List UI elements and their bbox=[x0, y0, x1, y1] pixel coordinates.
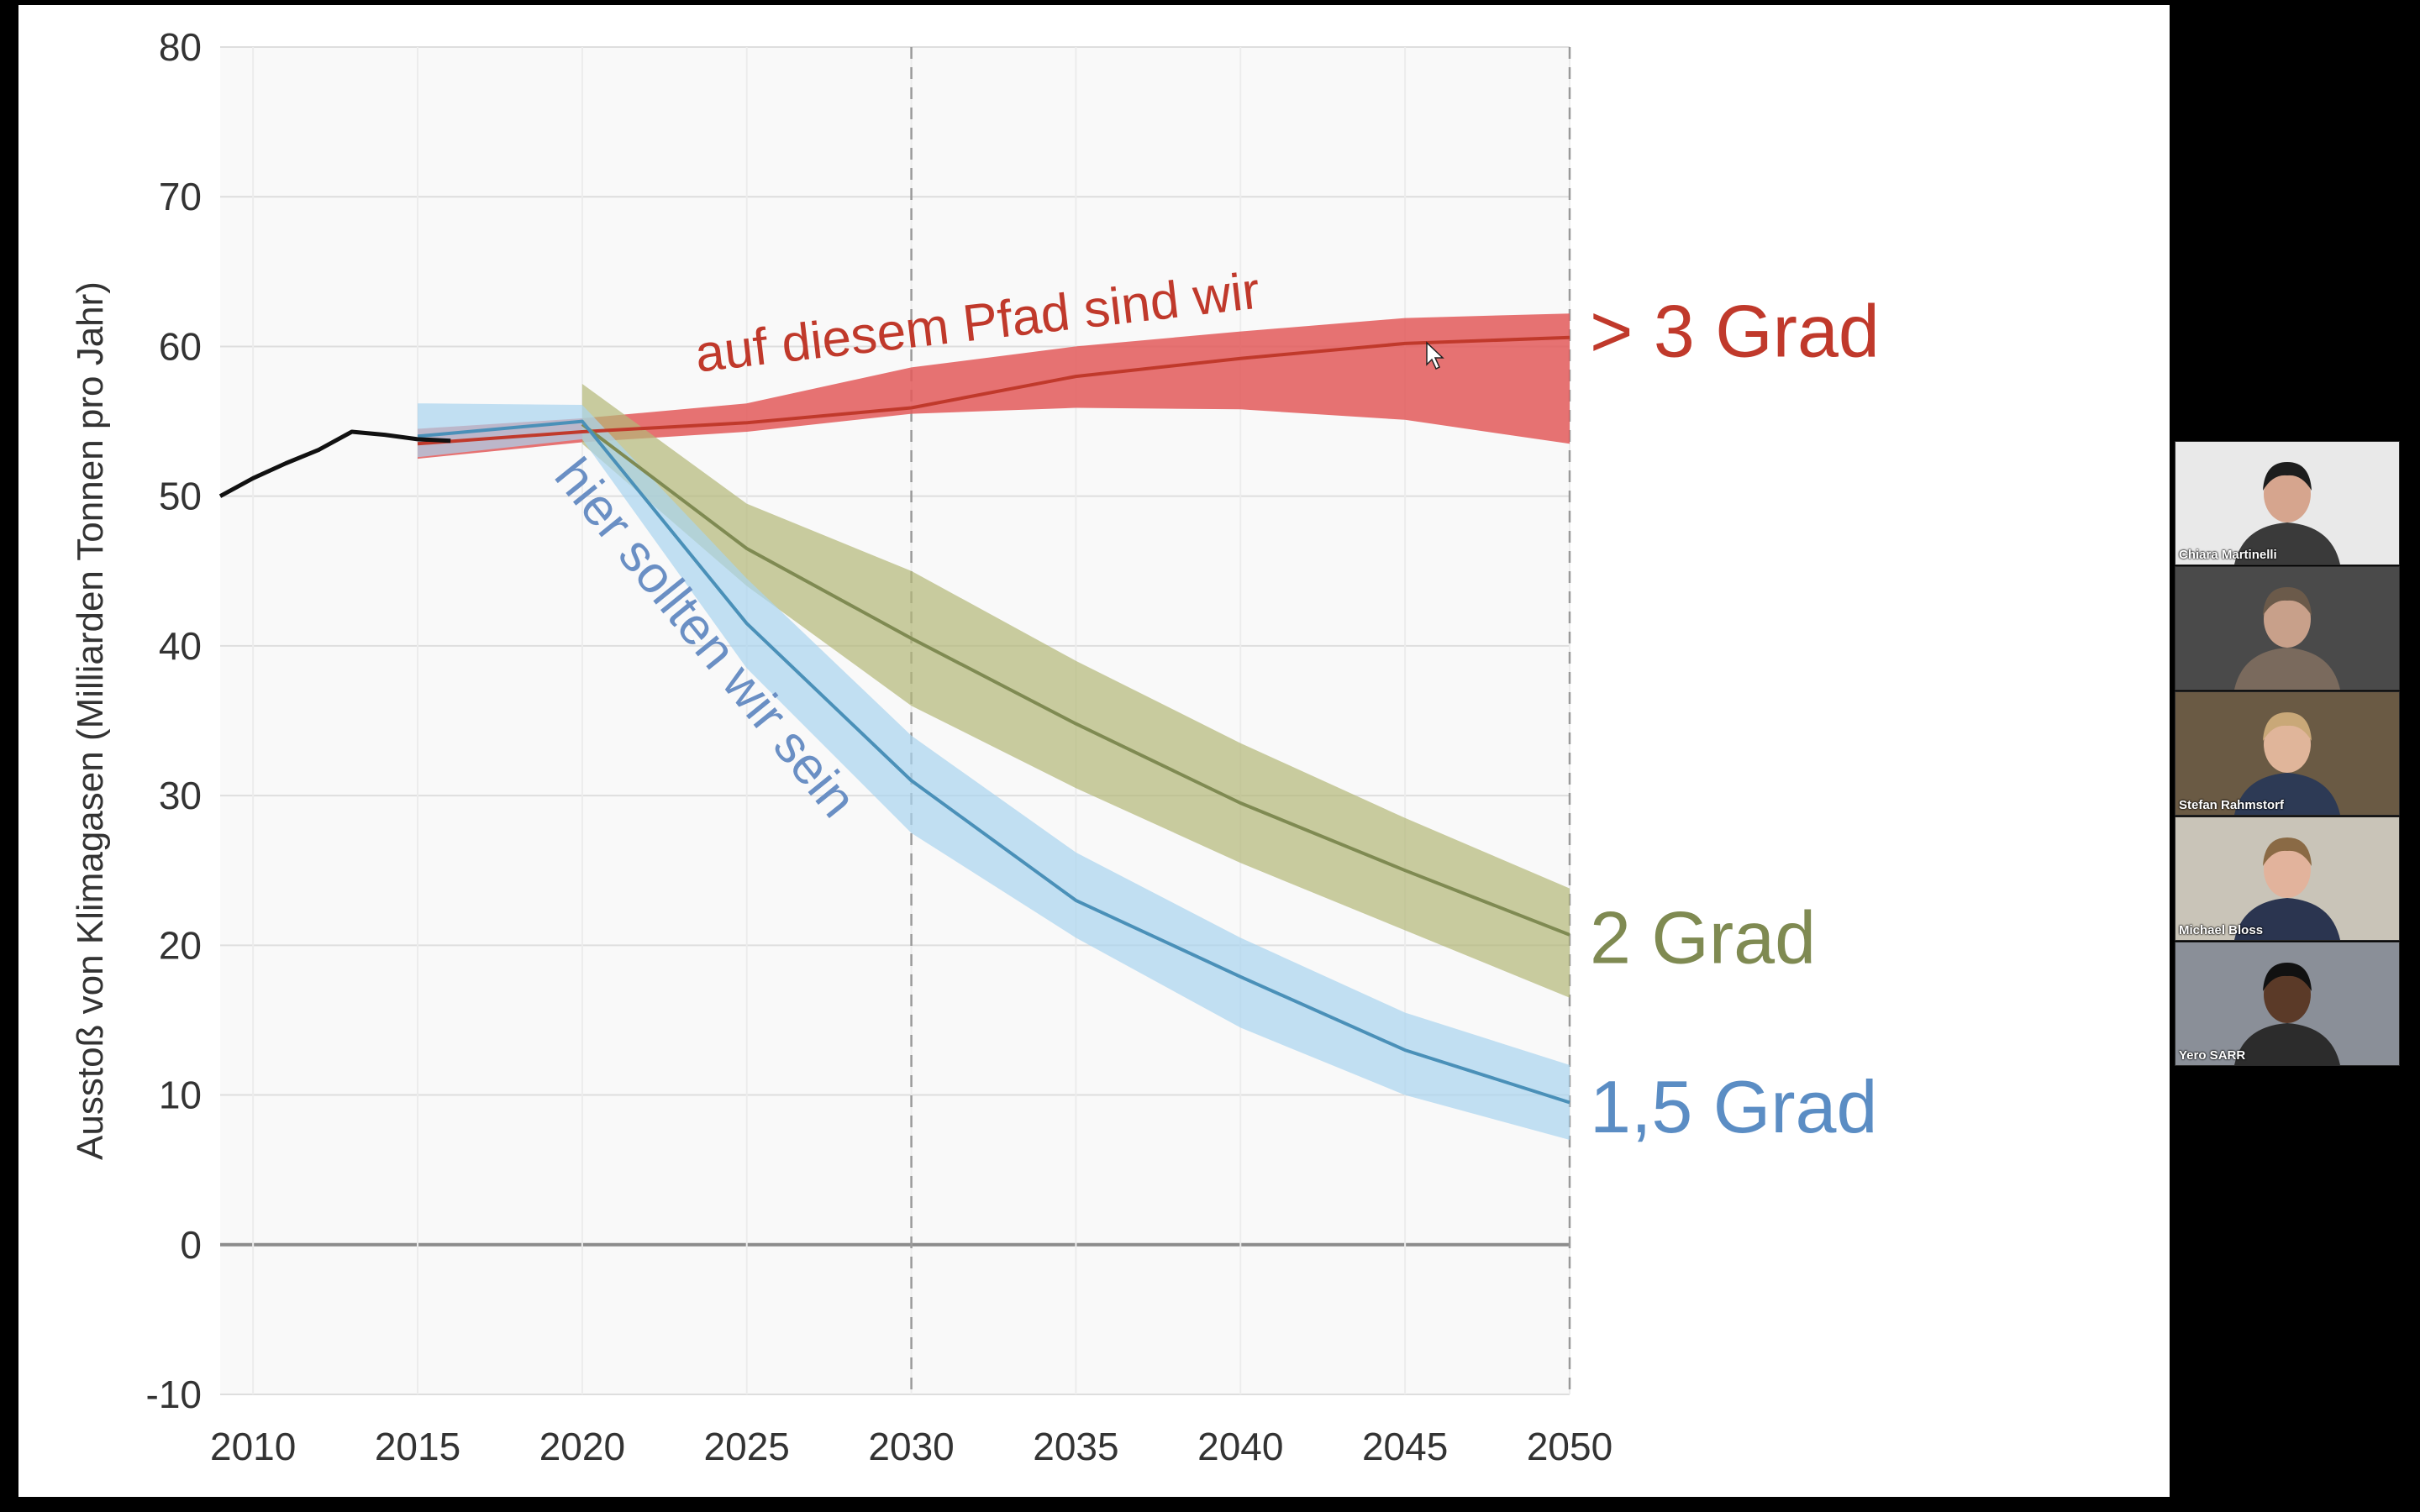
person-head bbox=[2264, 716, 2311, 773]
y-tick-label: 80 bbox=[159, 25, 202, 69]
y-tick-label: 40 bbox=[159, 624, 202, 668]
x-tick-label: 2045 bbox=[1362, 1425, 1448, 1468]
participant-video bbox=[2175, 817, 2399, 940]
x-tick-label: 2020 bbox=[539, 1425, 625, 1468]
participant-video bbox=[2175, 567, 2399, 690]
person-hair bbox=[2263, 963, 2312, 991]
historical-line bbox=[218, 429, 451, 498]
y-tick-label: 0 bbox=[180, 1223, 202, 1267]
participant-name: Chiara Martinelli bbox=[2179, 548, 2277, 562]
participant-tile[interactable]: Stefan Rahmstorf bbox=[2175, 691, 2400, 816]
x-tick-label: 2050 bbox=[1527, 1425, 1612, 1468]
uncertainty-band-red bbox=[418, 313, 1570, 459]
y-tick-label: 20 bbox=[159, 923, 202, 967]
series-line-green bbox=[581, 423, 1570, 937]
participant-tile[interactable]: Michael Bloss bbox=[2175, 816, 2400, 941]
participant-tile[interactable] bbox=[2175, 566, 2400, 690]
scenario-label-red: > 3 Grad bbox=[1590, 290, 1880, 373]
x-tick-label: 2030 bbox=[868, 1425, 954, 1468]
participant-video bbox=[2175, 942, 2399, 1065]
y-tick-label: 50 bbox=[159, 475, 202, 518]
person-head bbox=[2264, 966, 2311, 1023]
person-body bbox=[2234, 522, 2340, 564]
series-line-blue bbox=[417, 419, 1570, 1105]
y-axis-title: Ausstoß von Klimagasen (Milliarden Tonne… bbox=[70, 281, 111, 1160]
y-tick-label: 70 bbox=[159, 175, 202, 218]
x-tick-label: 2025 bbox=[704, 1425, 790, 1468]
person-body bbox=[2234, 898, 2340, 940]
participant-tile[interactable]: Chiara Martinelli bbox=[2175, 441, 2400, 565]
person-body bbox=[2234, 648, 2340, 690]
person-body bbox=[2234, 1023, 2340, 1065]
person-head bbox=[2264, 465, 2311, 522]
person-head bbox=[2264, 591, 2311, 648]
x-tick-label: 2015 bbox=[375, 1425, 460, 1468]
y-tick-label: 10 bbox=[159, 1074, 202, 1117]
y-tick-label: 30 bbox=[159, 774, 202, 817]
uncertainty-band-blue bbox=[418, 403, 1570, 1140]
x-tick-label: 2035 bbox=[1033, 1425, 1118, 1468]
y-tick-label: -10 bbox=[146, 1373, 202, 1416]
participant-name: Yero SARR bbox=[2179, 1048, 2246, 1063]
person-hair bbox=[2263, 837, 2312, 866]
participant-tile[interactable]: Yero SARR bbox=[2175, 942, 2400, 1066]
participant-video bbox=[2175, 692, 2399, 815]
series-line-red bbox=[417, 335, 1570, 446]
participant-name: Michael Bloss bbox=[2179, 923, 2264, 937]
scenario-label-green: 2 Grad bbox=[1590, 895, 1816, 979]
person-body bbox=[2234, 773, 2340, 815]
x-tick-label: 2010 bbox=[210, 1425, 296, 1468]
person-hair bbox=[2263, 462, 2312, 491]
mouse-cursor-icon bbox=[1426, 341, 1444, 370]
shared-slide: 80 70 60 50 40 30 20 10 0 -10 2010 2015 2020 2025 2030… bbox=[18, 5, 2170, 1497]
y-tick-label: 60 bbox=[159, 324, 202, 368]
uncertainty-band-green bbox=[581, 384, 1570, 998]
person-hair bbox=[2263, 712, 2312, 741]
participant-name: Stefan Rahmstorf bbox=[2179, 798, 2285, 812]
participant-video bbox=[2175, 442, 2399, 564]
person-head bbox=[2264, 841, 2311, 898]
scenario-label-blue: 1,5 Grad bbox=[1590, 1065, 1877, 1148]
x-tick-label: 2040 bbox=[1197, 1425, 1283, 1468]
person-hair bbox=[2263, 587, 2312, 616]
